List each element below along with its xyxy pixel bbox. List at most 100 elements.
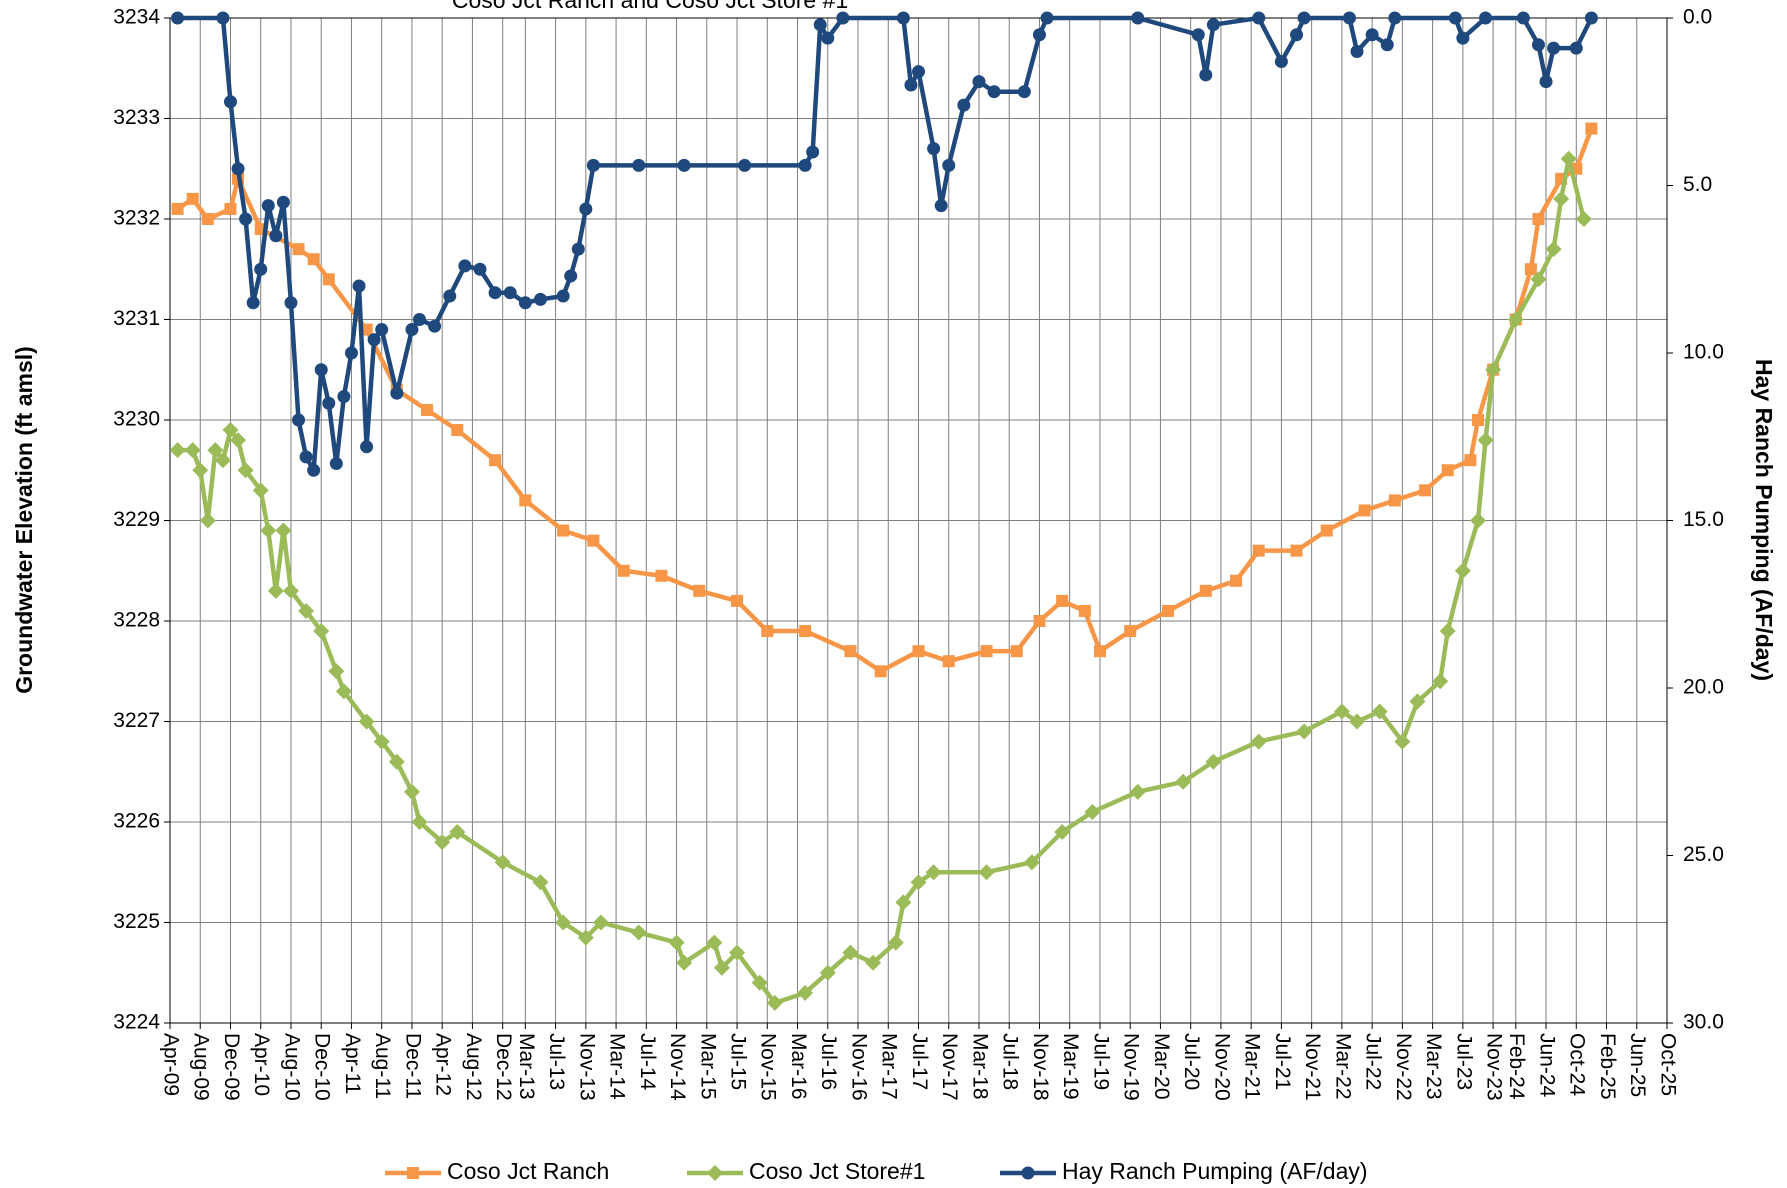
legend-item: Coso Jct Ranch xyxy=(385,1158,609,1184)
x-tick-label: Apr-10 xyxy=(250,1033,273,1096)
marker xyxy=(231,162,245,176)
legend-item: Coso Jct Store#1 xyxy=(687,1158,925,1184)
marker xyxy=(186,192,199,205)
marker xyxy=(403,783,420,800)
marker xyxy=(1175,773,1192,790)
marker xyxy=(1131,11,1145,25)
y-tick-label: 3225 xyxy=(113,910,160,933)
marker xyxy=(693,584,706,597)
marker xyxy=(1350,45,1364,58)
marker xyxy=(1191,28,1205,42)
marker xyxy=(1252,544,1265,557)
marker xyxy=(896,11,910,25)
marker xyxy=(267,582,284,599)
marker xyxy=(292,413,306,427)
marker xyxy=(555,914,572,931)
y-tick-label: 3227 xyxy=(113,709,160,732)
marker xyxy=(335,683,352,700)
x-tick-label: Jul-20 xyxy=(1180,1033,1203,1090)
marker xyxy=(1054,824,1071,841)
x-tick-label: Mar-17 xyxy=(878,1033,901,1100)
x-tick-label: Nov-14 xyxy=(666,1033,689,1101)
marker xyxy=(1358,504,1371,517)
x-tick-label: Mar-19 xyxy=(1059,1033,1082,1100)
marker xyxy=(358,713,375,730)
marker xyxy=(842,944,859,961)
marker xyxy=(269,229,283,243)
marker xyxy=(972,75,986,89)
y-axis-title: Groundwater Elevation (ft amsl) xyxy=(11,346,37,694)
marker xyxy=(276,195,290,209)
marker xyxy=(518,296,532,310)
marker xyxy=(1297,11,1311,25)
marker xyxy=(668,934,685,951)
series-line xyxy=(176,127,1594,674)
marker xyxy=(367,333,381,347)
x-tick-label: Jul-19 xyxy=(1089,1033,1112,1090)
marker xyxy=(1199,68,1213,82)
marker xyxy=(957,98,971,112)
x-tick-label: Jul-21 xyxy=(1271,1033,1294,1090)
marker xyxy=(299,450,313,464)
marker xyxy=(806,145,820,159)
y-tick-label: 3232 xyxy=(113,207,160,230)
marker xyxy=(751,974,768,991)
marker xyxy=(307,253,320,266)
x-tick-label: Aug-11 xyxy=(371,1033,394,1099)
legend-item: Hay Ranch Pumping (AF/day) xyxy=(1000,1158,1368,1184)
marker xyxy=(473,262,487,276)
marker xyxy=(192,462,209,479)
marker xyxy=(237,462,254,479)
x-tick-label: Nov-23 xyxy=(1483,1033,1506,1101)
marker xyxy=(577,929,594,946)
marker xyxy=(1507,311,1524,328)
marker xyxy=(443,289,457,303)
marker xyxy=(1448,11,1462,25)
marker xyxy=(557,524,570,537)
marker xyxy=(586,158,600,172)
marker xyxy=(910,874,927,891)
marker xyxy=(488,286,502,300)
marker xyxy=(1585,122,1598,135)
x-tick-label: Mar-22 xyxy=(1331,1033,1354,1100)
marker xyxy=(1230,574,1243,587)
x-tick-label: Jul-16 xyxy=(817,1033,840,1090)
y-tick-label: 3234 xyxy=(113,6,160,29)
marker xyxy=(887,934,904,951)
marker xyxy=(706,934,723,951)
marker xyxy=(313,623,330,640)
marker xyxy=(1469,512,1486,529)
marker xyxy=(819,964,836,981)
marker xyxy=(942,655,955,668)
marker xyxy=(729,944,746,961)
marker xyxy=(171,11,185,25)
marker xyxy=(261,199,275,213)
marker xyxy=(587,534,600,547)
marker xyxy=(844,645,857,658)
marker xyxy=(571,242,585,256)
marker xyxy=(1584,11,1598,25)
x-tick-label: Aug-12 xyxy=(462,1033,485,1101)
marker xyxy=(533,292,547,306)
marker xyxy=(1530,271,1547,288)
marker xyxy=(360,323,373,336)
marker xyxy=(821,31,835,45)
marker xyxy=(373,733,390,750)
marker xyxy=(1516,11,1530,25)
marker xyxy=(352,279,366,293)
y2-tick-label: 20.0 xyxy=(1683,676,1724,699)
marker xyxy=(987,85,1001,99)
marker xyxy=(1349,713,1366,730)
marker xyxy=(1409,693,1426,710)
marker xyxy=(214,452,231,469)
marker xyxy=(449,824,466,841)
marker xyxy=(1432,673,1449,690)
marker xyxy=(451,424,464,437)
marker xyxy=(405,323,419,337)
x-tick-label: Jul-18 xyxy=(999,1033,1022,1090)
marker xyxy=(927,142,941,156)
marker xyxy=(1333,703,1350,720)
marker xyxy=(201,213,214,225)
x-tick-label: Feb-25 xyxy=(1596,1033,1619,1100)
marker xyxy=(617,564,630,577)
